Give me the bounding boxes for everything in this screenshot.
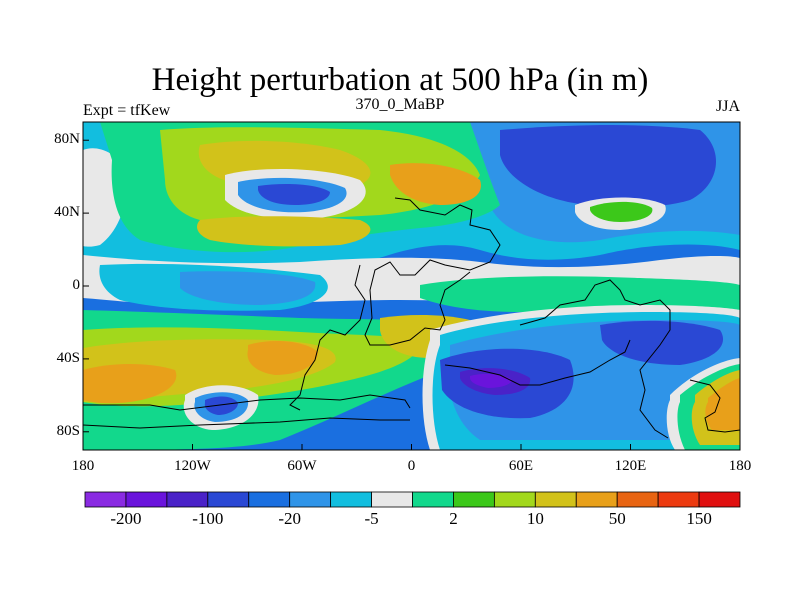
lon-tick-label: 120W xyxy=(174,458,211,474)
lat-tick-label: 0 xyxy=(72,277,81,293)
colorbar-swatch xyxy=(534,491,577,508)
season-label: JJA xyxy=(715,98,740,115)
colorbar xyxy=(84,491,741,508)
contour-orange-se-high xyxy=(705,378,740,430)
contour-field xyxy=(83,122,740,450)
latitude-ticks xyxy=(83,139,89,433)
colorbar-swatch xyxy=(412,491,454,508)
contour-orange-south-mid xyxy=(247,340,318,375)
contour-deepblue-ne xyxy=(500,125,717,208)
map-title: Height perturbation at 500 hPa (in m) xyxy=(151,62,649,98)
contour-orange-south-west xyxy=(83,364,177,404)
colorbar-swatch xyxy=(657,491,700,508)
experiment-label: Expt = tfKew xyxy=(83,102,171,119)
colorbar-swatch xyxy=(207,491,250,508)
lat-tick-label: 40S xyxy=(56,349,80,366)
lat-tick-label: 80S xyxy=(56,422,80,439)
colorbar-swatch xyxy=(575,491,618,508)
contour-yellow-band-north xyxy=(197,216,371,247)
contour-blue-equator xyxy=(180,271,316,305)
colorbar-label: 150 xyxy=(686,509,712,528)
coastline-antarctica xyxy=(83,394,411,411)
colorbar-swatch xyxy=(84,491,127,508)
colorbar-swatch xyxy=(493,491,536,508)
colorbar-label: -200 xyxy=(110,509,142,528)
contour-deepblue-na-low xyxy=(258,184,330,205)
lon-tick-label: 180 xyxy=(71,458,95,474)
colorbar-swatch xyxy=(248,491,291,508)
coastline-antarctic-east xyxy=(444,339,631,386)
coastline-australasia xyxy=(519,279,671,439)
colorbar-label: 2 xyxy=(449,509,458,528)
lon-tick-label: 0 xyxy=(407,458,416,474)
colorbar-label: 10 xyxy=(526,509,544,528)
colorbar-swatch xyxy=(125,491,168,508)
contour-orange-north xyxy=(390,163,481,205)
colorbar-label: -20 xyxy=(278,509,302,528)
lat-tick-label: 80N xyxy=(54,131,80,148)
colorbar-swatch xyxy=(166,491,209,508)
coastline-se-island xyxy=(689,379,740,433)
coastline-south-pole xyxy=(83,417,410,429)
contour-green-asia xyxy=(590,201,653,222)
contour-green-equator xyxy=(420,276,740,312)
lon-tick-label: 60W xyxy=(287,458,317,474)
lon-tick-label: 60E xyxy=(508,458,534,474)
colorbar-swatch xyxy=(616,491,659,508)
lon-tick-label: 180 xyxy=(728,458,752,474)
contour-deepblue-sp-low xyxy=(204,396,238,415)
coastline-americas xyxy=(289,264,366,411)
lon-tick-label: 120E xyxy=(614,458,647,474)
colorbar-swatch xyxy=(453,491,495,508)
colorbar-swatch xyxy=(698,491,741,508)
colorbar-label: -5 xyxy=(364,509,379,528)
colorbar-label: -100 xyxy=(192,509,224,528)
colorbar-swatch xyxy=(289,491,332,508)
lat-tick-label: 40N xyxy=(54,204,80,221)
colorbar-label: 50 xyxy=(608,509,626,528)
period-label: 370_0_MaBP xyxy=(355,96,445,113)
coastlines xyxy=(83,197,740,439)
colorbar-swatch xyxy=(330,491,372,508)
contour-violet-south-east xyxy=(470,373,512,388)
coastline-eurasia-africa xyxy=(364,197,501,346)
longitude-ticks xyxy=(82,444,741,450)
colorbar-swatch xyxy=(371,491,413,508)
